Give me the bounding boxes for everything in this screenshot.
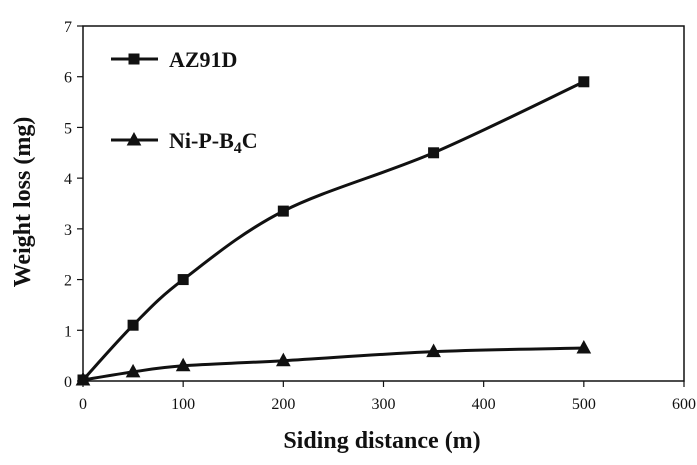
data-point-ni-p-b4c — [175, 357, 191, 372]
x-tick-label: 400 — [472, 396, 496, 413]
y-axis-title: Weight loss (mg) — [10, 117, 36, 288]
legend-marker — [128, 53, 140, 65]
x-tick-label: 500 — [572, 396, 596, 413]
y-tick-label: 1 — [64, 323, 72, 340]
data-point-ni-p-b4c — [275, 352, 291, 367]
legend-label: Ni-P-B4C — [169, 128, 258, 157]
data-point-az91d — [277, 205, 289, 217]
x-axis-title: Siding distance (m) — [283, 428, 480, 454]
series-line-ni-p-b4c — [81, 346, 586, 382]
data-point-ni-p-b4c — [125, 363, 141, 378]
data-point-ni-p-b4c — [75, 371, 91, 386]
x-tick-label: 100 — [171, 396, 195, 413]
data-point-ni-p-b4c — [576, 339, 592, 354]
legend-marker — [126, 131, 142, 146]
legend-label: AZ91D — [169, 47, 237, 72]
plot-frame — [82, 25, 685, 382]
legend-ni-p-b4c: Ni-P-B4C — [111, 128, 258, 157]
y-tick-label: 0 — [64, 374, 72, 391]
data-point-az91d — [428, 147, 440, 159]
x-tick-label: 0 — [79, 396, 87, 413]
data-point-az91d — [177, 274, 189, 286]
y-tick-label: 3 — [64, 222, 72, 239]
data-point-ni-p-b4c — [426, 343, 441, 358]
y-tick-label: 6 — [64, 70, 72, 87]
y-tick-label: 4 — [64, 171, 72, 188]
x-tick-label: 300 — [372, 396, 396, 413]
legend: AZ91D Ni-P-B4C — [111, 47, 258, 157]
legend-az91d: AZ91D — [111, 47, 237, 72]
plot-area: 0 100 200 300 400 500 600 0 1 2 3 4 5 6 7 AZ91D Ni-P-B4C — [64, 19, 696, 413]
y-tick-label: 2 — [64, 273, 72, 290]
series-line-az91d — [81, 80, 586, 382]
data-point-az91d — [578, 76, 590, 88]
y-tick-label: 7 — [64, 19, 72, 36]
data-point-az91d — [127, 319, 139, 331]
x-tick-label: 200 — [271, 396, 295, 413]
y-tick-label: 5 — [64, 120, 72, 137]
x-tick-label: 600 — [672, 396, 696, 413]
